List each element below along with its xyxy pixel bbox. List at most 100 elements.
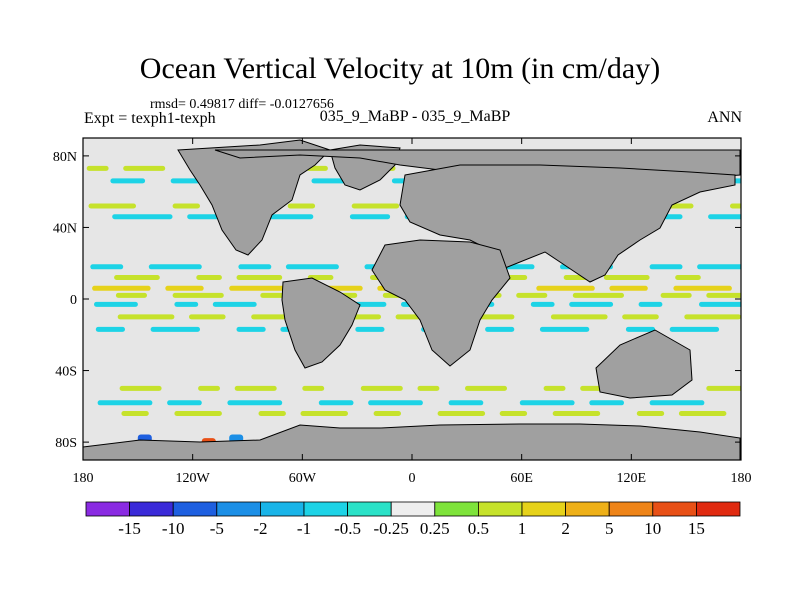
x-tick-label: 180 [731,471,752,486]
colorbar-swatch [85,501,130,517]
colorbar-swatch [565,501,610,517]
colorbar-swatch [477,501,523,517]
field-patch [285,264,339,270]
field-patch [368,400,423,406]
field-patch [86,165,109,171]
field-patch [519,400,575,406]
field-patch [465,385,507,391]
colorbar-swatch [608,501,654,517]
field-patch [212,301,257,307]
field-patch [622,314,659,320]
field-patch [609,285,648,291]
field-patch [684,314,741,320]
colorbar-label: 2 [561,519,570,538]
field-patch [198,385,220,391]
field-patch [572,292,624,298]
field-patch [477,314,515,320]
colorbar-label: -15 [118,519,141,538]
field-patch [121,411,149,416]
field-patch [437,411,486,416]
field-patch [678,411,727,416]
field-patch [697,264,741,270]
field-patch [148,264,202,270]
x-tick-label: 60E [510,471,533,486]
field-patch [638,301,663,307]
field-patch [485,326,515,332]
field-patch [530,301,555,307]
case-label: 035_9_MaBP - 035_9_MaBP [319,108,511,125]
land-south-america [281,277,361,369]
field-patch [730,203,741,209]
field-patch [360,385,403,391]
colorbar-label: 10 [644,519,661,538]
field-patch [236,275,283,280]
colorbar-swatch [172,501,218,517]
field-patch [112,214,173,220]
x-tick-label: 0 [409,471,416,486]
field-patch [675,275,701,280]
field-patch [552,411,601,416]
colorbar-swatch [303,501,348,517]
field-patch [123,165,166,171]
colorbar-swatch [390,501,436,517]
field-patch [660,292,692,298]
field-patch [238,264,272,270]
land-eurasia [399,164,736,283]
y-tick-label: 80N [53,150,77,165]
land-africa [371,239,511,367]
field-patch [300,411,348,416]
field-patch [114,275,160,280]
land-antarctica [83,423,741,460]
colorbar-swatch [216,501,261,517]
field-patch [287,203,316,209]
land-north-america [177,139,331,256]
field-patch [625,326,656,332]
field-patch [189,314,226,320]
field-patch [97,400,153,406]
colorbar-label: -0.25 [373,519,408,538]
field-patch [117,314,175,320]
field-patch [417,385,440,391]
field-patch [539,326,590,332]
field-patch [165,285,204,291]
x-ticks: 180 120W 60W 0 60E 120E 180 [73,138,752,486]
map-area [83,138,741,460]
field-patch [536,285,595,291]
colorbar-label: 1 [518,519,527,538]
field-patch [90,264,124,270]
colorbar-label: -10 [162,519,185,538]
y-tick-label: 40S [55,365,77,380]
field-patch [708,214,741,220]
field-patch [150,326,200,332]
colorbar-swatch [347,501,392,517]
field-patch [349,214,391,220]
stats-label: rmsd= 0.49817 diff= -0.0127656 [150,97,334,112]
field-patch [706,385,741,391]
field-patch [636,411,665,416]
field-patch [119,385,162,391]
field-patch [196,275,222,280]
field-patch [543,385,566,391]
field-patch [95,326,125,332]
field-patch [603,275,650,280]
field-patch [227,400,283,406]
colorbar-label: -2 [253,519,267,538]
y-ticks: 80N 40N 0 40S 80S [53,150,741,451]
field-patch [115,292,147,298]
field-patch [649,400,705,406]
x-tick-label: 60W [289,471,317,486]
y-tick-label: 40N [53,221,77,236]
season-label: ANN [707,109,742,126]
field-patch [706,292,741,298]
colorbar-label: 5 [605,519,614,538]
colorbar-swatch [521,501,566,517]
field-patch [229,285,288,291]
field-patch [302,385,325,391]
colorbar-swatch [696,501,741,517]
colorbar-label: 15 [688,519,705,538]
field-patch [236,326,266,332]
field-patch [669,326,720,332]
field-patch [673,285,732,291]
field-patch [373,411,401,416]
